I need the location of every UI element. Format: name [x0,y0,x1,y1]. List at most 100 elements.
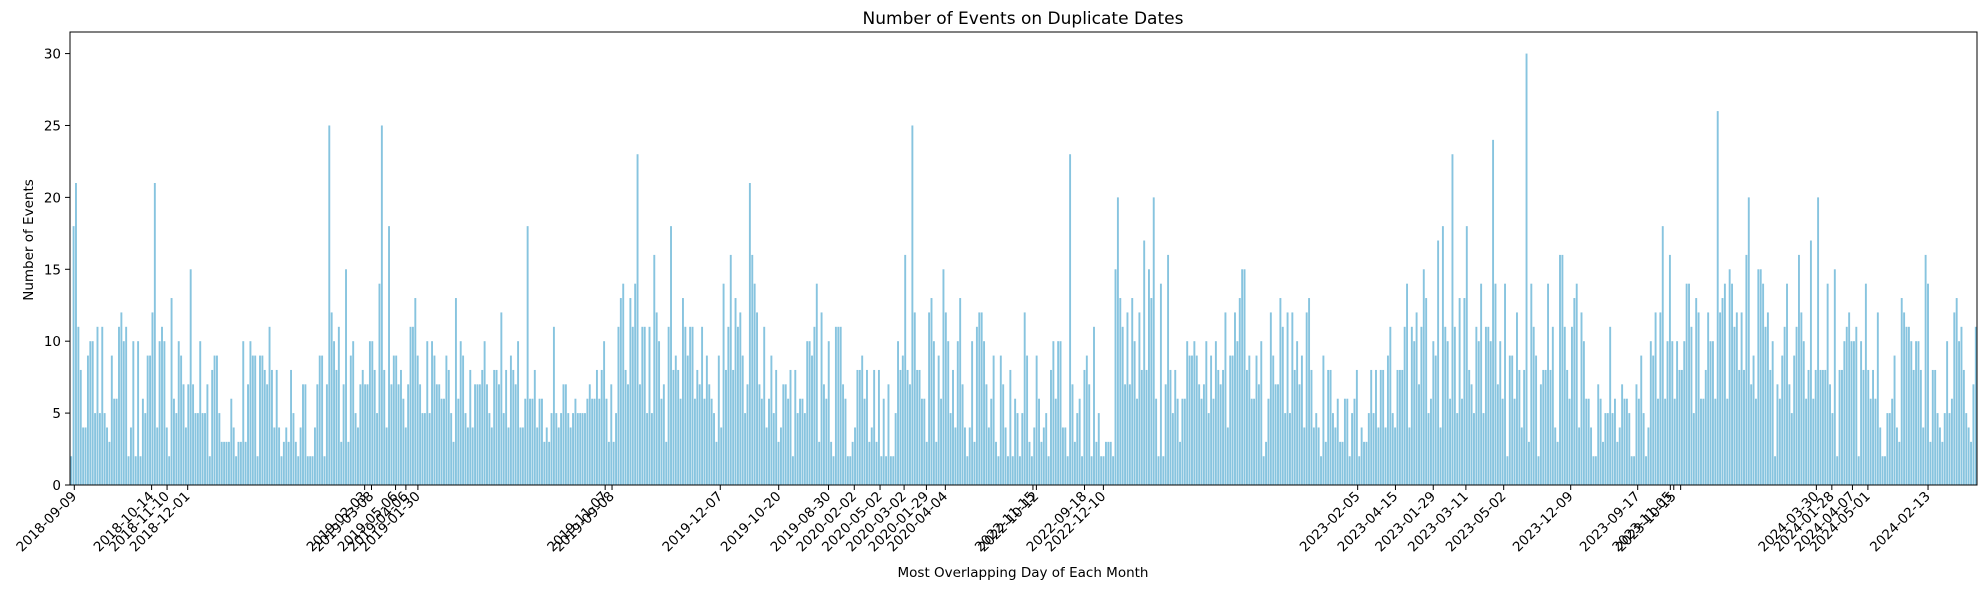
bar [622,283,625,485]
bar [1114,269,1117,485]
bar [1750,384,1753,485]
bar [734,298,737,485]
bar [118,326,120,485]
bar [866,369,868,485]
bar [1427,413,1430,485]
bar [569,427,572,485]
bar [1731,283,1734,485]
bar [1429,398,1432,485]
bar [108,441,111,485]
bar [999,355,1002,485]
bar [1628,413,1631,485]
bar [1649,341,1652,485]
bar [352,341,355,485]
bar [533,369,536,485]
bar [897,341,899,485]
bar [1236,341,1239,485]
bar [1339,441,1342,485]
bar [1946,341,1949,485]
bar [1747,197,1750,485]
bar [1919,369,1922,485]
bar [120,312,123,485]
bar [187,384,190,485]
bar [641,326,644,485]
bar [357,427,359,485]
bar [720,427,723,485]
bar [1726,398,1729,485]
bar [139,456,142,485]
bar [294,441,297,485]
bar [1054,398,1057,485]
bar [1809,240,1812,485]
bar [1262,456,1265,485]
bar [1396,369,1399,485]
bar [1255,355,1258,485]
bar [1754,398,1757,485]
bar [1516,312,1518,485]
bar [512,369,515,485]
bar [990,398,993,485]
bar [1394,427,1397,485]
bar [1238,298,1241,485]
bar [1499,341,1502,485]
bar [1487,326,1490,485]
bar [168,456,171,485]
bar [1360,427,1363,485]
bar [1401,369,1404,485]
bar [1886,413,1889,485]
bar [1618,427,1621,485]
x-tick-label: 2019-09-08 [551,489,618,556]
bar [1704,369,1707,485]
bar [91,341,94,485]
bar [1009,369,1012,485]
bar [662,384,665,485]
bar [1960,326,1963,485]
bar [1934,369,1937,485]
bar [868,441,871,485]
bar [1057,341,1060,485]
bar [306,456,309,485]
bar [1611,413,1614,485]
bar [96,326,99,485]
bar [1245,369,1248,485]
bar [978,312,981,485]
bar [557,427,560,485]
bar [335,369,338,485]
bar [1363,441,1365,485]
bar [1265,441,1268,485]
bar [1035,355,1038,485]
bar [806,341,809,485]
bar [402,398,405,485]
bar [634,283,637,485]
bar [342,384,345,485]
bar [765,427,768,485]
bar [667,326,670,485]
bar [1071,384,1074,485]
bar [237,441,240,485]
bar [1700,398,1702,485]
bar [1592,456,1595,485]
y-tick-label: 25 [44,118,61,134]
bar [395,355,398,485]
chart-title: Number of Events on Duplicate Dates [863,9,1184,29]
bar [1652,355,1655,485]
bar [911,125,914,485]
bar [1970,441,1972,485]
bar [849,456,852,485]
bar [1673,398,1676,485]
bar [70,456,73,485]
bar [1138,312,1141,485]
bar [1143,240,1146,485]
bar [1260,341,1263,485]
bar [588,384,591,485]
bar [1633,456,1636,485]
bar [1668,254,1671,485]
bar [600,369,603,485]
bar [471,427,474,485]
bar [677,369,680,485]
bar [113,398,116,485]
bar [1257,384,1260,485]
bar [519,427,522,485]
bar [1477,341,1480,485]
